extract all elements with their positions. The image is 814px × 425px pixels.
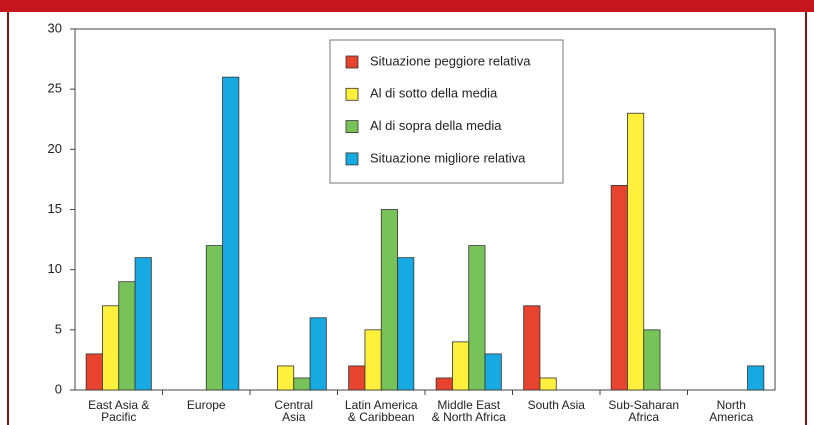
bar bbox=[468, 245, 486, 391]
legend-label: Situazione migliore relativa bbox=[370, 150, 526, 165]
bar bbox=[610, 185, 628, 391]
y-tick-label: 20 bbox=[48, 141, 62, 156]
legend-swatch bbox=[345, 87, 359, 101]
bar bbox=[627, 112, 645, 391]
legend-box bbox=[329, 39, 564, 184]
y-tick-label: 0 bbox=[55, 381, 62, 396]
x-tick-label: Latin America & Caribbean bbox=[344, 398, 418, 424]
x-tick-label: Europe bbox=[186, 398, 226, 412]
bar bbox=[102, 305, 120, 391]
x-tick-label: Central Asia bbox=[274, 398, 314, 424]
bar bbox=[484, 353, 502, 391]
bar bbox=[205, 245, 223, 391]
legend-label: Situazione peggiore relativa bbox=[370, 53, 531, 68]
x-tick-label: Sub-Saharan Africa bbox=[608, 398, 680, 424]
bar bbox=[452, 341, 470, 391]
y-tick-label: 5 bbox=[55, 321, 62, 336]
bar bbox=[118, 281, 136, 391]
bar bbox=[397, 257, 415, 391]
banner bbox=[0, 0, 814, 12]
bar bbox=[134, 257, 152, 391]
bar bbox=[293, 377, 311, 391]
bar bbox=[222, 76, 240, 391]
legend-label: Al di sotto della media bbox=[370, 86, 498, 101]
bar bbox=[435, 377, 453, 391]
y-tick-label: 10 bbox=[48, 261, 62, 276]
legend-swatch bbox=[345, 55, 359, 69]
y-tick-label: 25 bbox=[48, 81, 62, 96]
bar bbox=[85, 353, 103, 391]
bar bbox=[309, 317, 327, 391]
y-tick-label: 15 bbox=[48, 201, 62, 216]
bar bbox=[380, 209, 398, 391]
bar bbox=[348, 365, 366, 391]
bar bbox=[539, 377, 557, 391]
legend-swatch bbox=[345, 152, 359, 166]
bar bbox=[523, 305, 541, 391]
x-tick-label: East Asia & Pacific bbox=[88, 398, 150, 424]
legend-swatch bbox=[345, 120, 359, 133]
x-tick-label: South Asia bbox=[527, 398, 585, 412]
x-tick-label: Middle East & North Africa bbox=[431, 398, 506, 424]
bar bbox=[643, 329, 661, 391]
legend-label: Al di sopra della media bbox=[370, 118, 502, 133]
bar bbox=[747, 365, 765, 391]
y-tick-label: 30 bbox=[48, 20, 62, 35]
bar bbox=[364, 329, 382, 391]
x-tick-label: North America bbox=[709, 398, 754, 424]
bar bbox=[277, 365, 295, 391]
